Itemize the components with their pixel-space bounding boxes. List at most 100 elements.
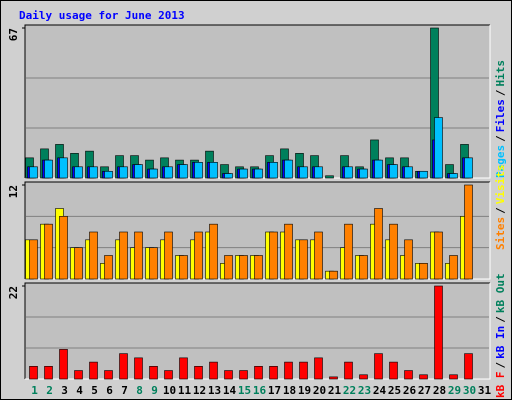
bar xyxy=(404,166,413,179)
bar xyxy=(239,168,248,179)
x-tick-label: 31 xyxy=(478,384,492,397)
bar xyxy=(404,239,413,280)
x-tick-label: 8 xyxy=(136,384,143,397)
bar xyxy=(104,370,113,380)
legend-entry: Hits xyxy=(494,60,507,87)
x-tick-label: 16 xyxy=(253,384,267,397)
legend-entry: kB In xyxy=(494,326,507,359)
x-tick-label: 12 xyxy=(193,384,206,397)
x-tick-label: 25 xyxy=(388,384,401,397)
x-tick-label: 23 xyxy=(358,384,371,397)
x-tick-label: 14 xyxy=(223,384,237,397)
bar xyxy=(374,208,383,280)
bar xyxy=(74,370,83,380)
x-tick-label: 19 xyxy=(298,384,311,397)
x-tick-label: 6 xyxy=(106,384,113,397)
bar xyxy=(389,223,398,280)
bar xyxy=(164,231,173,280)
bar xyxy=(359,374,368,380)
bar xyxy=(224,370,233,380)
bar xyxy=(434,231,443,280)
x-tick-label: 28 xyxy=(433,384,446,397)
x-tick-label: 3 xyxy=(61,384,68,397)
bar xyxy=(344,166,353,179)
x-tick-label: 15 xyxy=(238,384,251,397)
bar xyxy=(239,370,248,380)
bar xyxy=(74,166,83,179)
panel-bevel xyxy=(24,282,490,379)
legend: kB F / kB In / kB Out xyxy=(494,273,507,398)
bar xyxy=(419,263,428,280)
legend-entry: Files xyxy=(494,99,507,132)
legend-entry: Visits xyxy=(494,165,507,205)
bar xyxy=(374,159,383,179)
bar xyxy=(269,366,278,380)
x-tick-label: 30 xyxy=(463,384,476,397)
bar xyxy=(254,255,263,280)
bar xyxy=(149,366,158,380)
bar xyxy=(284,159,293,179)
bar xyxy=(419,170,428,179)
bar xyxy=(344,361,353,380)
legend: Pages / Files / Hits xyxy=(494,60,507,178)
bar xyxy=(389,361,398,380)
legend-separator: / xyxy=(494,207,507,214)
bar xyxy=(134,231,143,280)
x-tick-label: 29 xyxy=(448,384,461,397)
x-tick-label: 11 xyxy=(178,384,192,397)
x-tick-label: 5 xyxy=(91,384,98,397)
bar xyxy=(134,357,143,380)
bar xyxy=(89,361,98,380)
bar xyxy=(59,157,68,179)
legend: Sites / Visits xyxy=(494,165,507,251)
bar xyxy=(89,231,98,280)
bar xyxy=(299,239,308,280)
x-tick-label: 24 xyxy=(373,384,387,397)
bar xyxy=(284,223,293,280)
legend-entry: kB F xyxy=(494,372,507,399)
x-tick-label: 17 xyxy=(268,384,281,397)
panel-bevel xyxy=(24,24,490,178)
bar xyxy=(29,366,38,380)
chart-title: Daily usage for June 2013 xyxy=(19,9,185,22)
bar xyxy=(434,117,443,179)
bar xyxy=(209,361,218,380)
bar xyxy=(59,349,68,380)
bar xyxy=(89,166,98,179)
x-tick-label: 13 xyxy=(208,384,221,397)
y-tick-label: 22 xyxy=(7,286,20,299)
bar xyxy=(119,231,128,280)
bar xyxy=(269,231,278,280)
legend-entry: Pages xyxy=(494,145,507,178)
legend-separator: / xyxy=(494,316,507,323)
x-tick-label: 27 xyxy=(418,384,431,397)
bar xyxy=(464,157,473,179)
bar xyxy=(164,370,173,380)
legend-separator: / xyxy=(494,362,507,369)
bar xyxy=(314,166,323,179)
bar xyxy=(224,173,233,179)
legend-separator: / xyxy=(494,89,507,96)
bar xyxy=(329,376,338,380)
x-tick-label: 1 xyxy=(31,384,38,397)
bar xyxy=(119,353,128,380)
bar xyxy=(449,255,458,280)
bar xyxy=(59,216,68,280)
panel xyxy=(25,25,490,178)
bar xyxy=(179,164,188,179)
x-tick-label: 10 xyxy=(163,384,176,397)
x-tick-label: 7 xyxy=(121,384,128,397)
bar xyxy=(419,374,428,380)
legend-entry: kB Out xyxy=(494,273,507,313)
bar xyxy=(329,270,338,280)
bar xyxy=(209,162,218,179)
bar xyxy=(194,366,203,380)
x-tick-label: 4 xyxy=(76,384,83,397)
x-tick-label: 18 xyxy=(283,384,296,397)
x-tick-label: 2 xyxy=(46,384,53,397)
x-tick-label: 9 xyxy=(151,384,158,397)
x-tick-label: 20 xyxy=(313,384,326,397)
bar xyxy=(104,170,113,179)
bar xyxy=(194,162,203,179)
